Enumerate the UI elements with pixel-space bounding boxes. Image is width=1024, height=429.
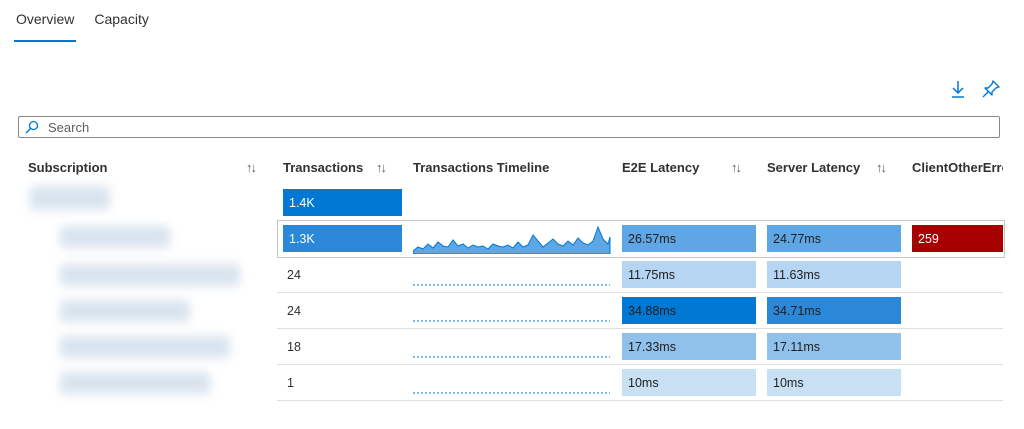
table-row[interactable]: [277, 365, 1003, 401]
table-row[interactable]: [277, 293, 1003, 329]
transactions-cell: 1: [287, 376, 294, 390]
column-header-transactions-timeline[interactable]: Transactions Timeline: [413, 160, 550, 175]
e2e-latency-cell: 17.33ms: [622, 333, 756, 360]
transactions-cell: 24: [287, 268, 301, 282]
table-row[interactable]: [277, 329, 1003, 365]
column-header-e2e-latency[interactable]: E2E Latency: [622, 160, 700, 175]
transactions-timeline-sparkline: [413, 284, 610, 286]
transactions-timeline-sparkline: [413, 392, 610, 394]
search-input[interactable]: [46, 118, 950, 136]
transactions-timeline-sparkline: [413, 320, 610, 322]
column-header-transactions[interactable]: Transactions: [283, 160, 364, 175]
e2e-latency-cell: 11.75ms: [622, 261, 756, 288]
transactions-cell: 1.3K: [283, 225, 402, 252]
column-header-server-latency[interactable]: Server Latency: [767, 160, 861, 175]
transactions-timeline-sparkline: [413, 225, 611, 254]
sort-subscription-icon[interactable]: ↑↓: [246, 160, 257, 175]
sort-e2e-latency-icon[interactable]: ↑↓: [731, 160, 742, 175]
download-icon: [952, 81, 964, 98]
transactions-cell: 24: [287, 304, 301, 318]
table-row[interactable]: [277, 257, 1003, 293]
search-box[interactable]: [18, 116, 1000, 138]
tab-overview[interactable]: Overview: [14, 8, 77, 42]
e2e-latency-cell: 26.57ms: [622, 225, 756, 252]
server-latency-cell: 11.63ms: [767, 261, 901, 288]
server-latency-cell: 17.11ms: [767, 333, 901, 360]
subscription-names-redacted: [20, 176, 270, 404]
e2e-latency-cell: 34.88ms: [622, 297, 756, 324]
server-latency-cell: 10ms: [767, 369, 901, 396]
tab-capacity[interactable]: Capacity: [94, 11, 149, 27]
sort-server-latency-icon[interactable]: ↑↓: [876, 160, 887, 175]
server-latency-cell: 24.77ms: [767, 225, 901, 252]
client-other-errors-cell: 259: [912, 225, 1003, 252]
download-button[interactable]: [947, 78, 969, 100]
pin-button[interactable]: [980, 78, 1002, 100]
tab-strip: Overview Capacity: [14, 8, 151, 42]
transactions-cell: 1.4K: [283, 189, 402, 216]
transactions-timeline-sparkline: [413, 356, 610, 358]
e2e-latency-cell: 10ms: [622, 369, 756, 396]
server-latency-cell: 34.71ms: [767, 297, 901, 324]
sort-transactions-icon[interactable]: ↑↓: [376, 160, 387, 175]
search-icon: [24, 118, 42, 136]
column-header-client-other-errors[interactable]: ClientOtherErro: [912, 160, 1003, 175]
column-header-subscription[interactable]: Subscription: [28, 160, 108, 175]
transactions-cell: 18: [287, 340, 301, 354]
pin-icon: [982, 80, 1000, 98]
